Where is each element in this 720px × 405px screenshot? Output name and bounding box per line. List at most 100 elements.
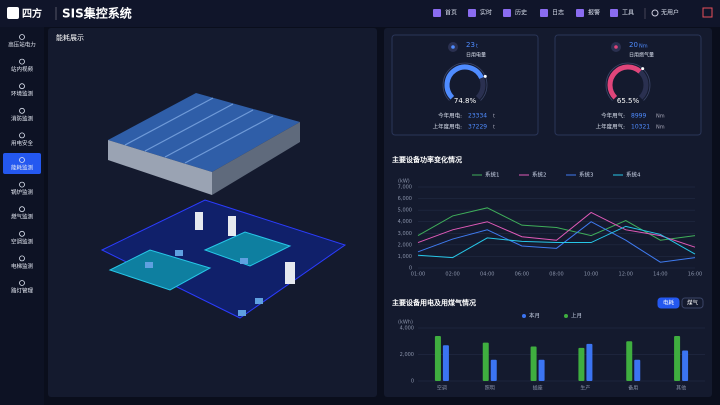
y-tick-label: 1,000 bbox=[398, 254, 412, 260]
bar bbox=[538, 359, 545, 381]
line-series bbox=[417, 221, 696, 263]
nav-item[interactable]: 实时 bbox=[480, 9, 492, 17]
exit-box[interactable] bbox=[702, 7, 713, 18]
bar bbox=[682, 350, 689, 381]
menu-item[interactable]: 路灯管理 bbox=[11, 287, 34, 295]
roof-ridges bbox=[124, 97, 274, 164]
toggle-button[interactable] bbox=[657, 297, 680, 309]
nav-item[interactable]: 首页 bbox=[445, 9, 457, 17]
floor bbox=[100, 199, 347, 319]
menu-icon bbox=[19, 58, 25, 65]
user-icon bbox=[651, 9, 659, 17]
stat-unit: Nm bbox=[656, 114, 665, 120]
gauge-icon-dot bbox=[451, 45, 455, 49]
bar bbox=[482, 342, 489, 381]
gauge-pointer bbox=[483, 74, 487, 78]
device bbox=[175, 250, 183, 256]
stat-unit: Nm bbox=[656, 125, 665, 131]
bar bbox=[674, 335, 681, 381]
menu-item[interactable]: 空调监测 bbox=[11, 237, 34, 245]
zone-a bbox=[108, 249, 212, 291]
active-item bbox=[3, 153, 41, 174]
panel-title: 能耗展示 bbox=[56, 33, 84, 42]
gauge-ring bbox=[442, 62, 488, 101]
toggle-button[interactable] bbox=[681, 297, 704, 309]
menu-item[interactable]: 高压站电力 bbox=[8, 41, 36, 49]
gauge-icon-dot bbox=[614, 45, 618, 49]
exit-icon[interactable] bbox=[702, 7, 713, 18]
y-tick-label: 0 bbox=[409, 266, 412, 272]
x-tick-label: 02:00 bbox=[445, 272, 459, 278]
menu-icon bbox=[19, 34, 25, 40]
y-tick-label: 2,000 bbox=[398, 242, 412, 248]
legend-swatch bbox=[564, 314, 568, 318]
gauge-value bbox=[444, 64, 484, 100]
menu-item[interactable]: 燃气监测 bbox=[11, 213, 34, 221]
legend-label: 系统3 bbox=[579, 171, 594, 179]
device bbox=[238, 310, 246, 316]
bar bbox=[490, 359, 497, 381]
chart-title: 主要设备功率变化情况 bbox=[392, 155, 462, 164]
sidebar bbox=[0, 27, 44, 405]
x-tick-label: 16:00 bbox=[688, 272, 702, 278]
line-series bbox=[417, 225, 696, 259]
top-bar bbox=[0, 0, 720, 27]
gauge-ring bbox=[605, 62, 651, 101]
daily-name: 日用电量 bbox=[466, 52, 486, 59]
device bbox=[255, 298, 263, 304]
gauge-card bbox=[391, 34, 539, 136]
x-tick-label: 其他 bbox=[676, 385, 686, 392]
menu-item[interactable]: 电梯监测 bbox=[11, 262, 34, 270]
cabinet bbox=[285, 262, 295, 284]
nav-icon[interactable] bbox=[610, 9, 618, 17]
bar bbox=[634, 359, 641, 381]
menu-item[interactable]: 用电安全 bbox=[11, 139, 34, 147]
legend-label: 上月 bbox=[571, 312, 582, 320]
nav-icon[interactable] bbox=[468, 9, 476, 17]
menu-icon bbox=[19, 132, 25, 139]
menu-item[interactable]: 锅炉监测 bbox=[11, 188, 34, 196]
toggle-label[interactable]: 煤气 bbox=[687, 299, 699, 307]
nav-icon[interactable] bbox=[433, 9, 441, 17]
cabinet bbox=[195, 212, 203, 230]
x-tick-label: 照明 bbox=[485, 386, 495, 392]
menu-item[interactable]: 能耗监测 bbox=[11, 164, 34, 172]
menu-item[interactable]: 站内视频 bbox=[11, 65, 34, 73]
building-illustration bbox=[100, 93, 347, 319]
x-tick-label: 生产 bbox=[580, 385, 590, 392]
nav-item[interactable]: 日志 bbox=[552, 9, 564, 17]
stat-unit: t bbox=[493, 125, 495, 131]
y-tick-label: 3,000 bbox=[398, 231, 412, 237]
x-tick-label: 10:00 bbox=[584, 272, 598, 278]
legend-label: 系统2 bbox=[532, 171, 547, 179]
nav-icon[interactable] bbox=[540, 9, 548, 17]
y-tick-label: 7,000 bbox=[398, 185, 412, 191]
y-tick-label: 0 bbox=[411, 379, 414, 385]
device bbox=[240, 258, 248, 264]
nav-item[interactable]: 工具 bbox=[622, 10, 634, 17]
chart-title: 主要设备用电及用煤气情况 bbox=[392, 298, 476, 307]
bar bbox=[626, 341, 633, 381]
menu-icon bbox=[19, 206, 25, 213]
gauge-percent: 65.5% bbox=[617, 97, 640, 105]
menu-item[interactable]: 环境监测 bbox=[11, 90, 34, 98]
x-tick-label: 12:00 bbox=[619, 272, 633, 278]
x-tick-label: 插座 bbox=[533, 385, 543, 392]
y-tick-label: 5,000 bbox=[398, 208, 412, 214]
user[interactable]: 无用户 bbox=[661, 9, 679, 17]
x-tick-label: 14:00 bbox=[653, 272, 667, 278]
right-panel bbox=[384, 28, 712, 397]
toggle-label[interactable]: 电耗 bbox=[663, 299, 675, 307]
menu-item[interactable]: 消防监测 bbox=[11, 114, 34, 122]
device bbox=[145, 262, 153, 268]
nav-item[interactable]: 报警 bbox=[588, 9, 600, 17]
bar bbox=[586, 343, 593, 381]
daily-unit: Nm bbox=[639, 44, 648, 50]
wall-right bbox=[212, 122, 300, 195]
menu-icon bbox=[19, 230, 25, 237]
nav-item[interactable]: 历史 bbox=[515, 9, 527, 17]
nav-icon[interactable] bbox=[503, 9, 511, 17]
nav-icon[interactable] bbox=[576, 9, 584, 17]
